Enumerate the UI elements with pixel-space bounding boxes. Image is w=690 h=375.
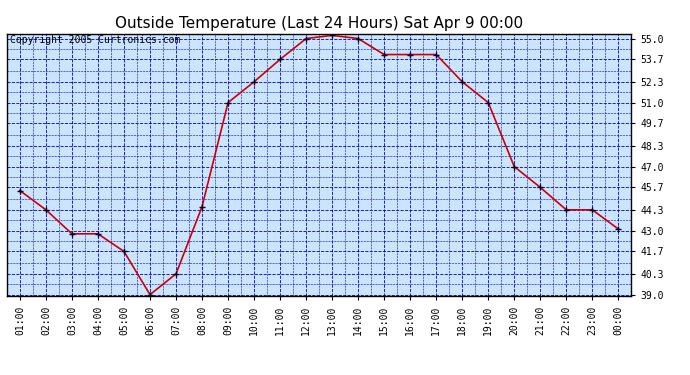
Text: Copyright 2005 Curtronics.com: Copyright 2005 Curtronics.com bbox=[10, 35, 180, 45]
Title: Outside Temperature (Last 24 Hours) Sat Apr 9 00:00: Outside Temperature (Last 24 Hours) Sat … bbox=[115, 16, 523, 31]
